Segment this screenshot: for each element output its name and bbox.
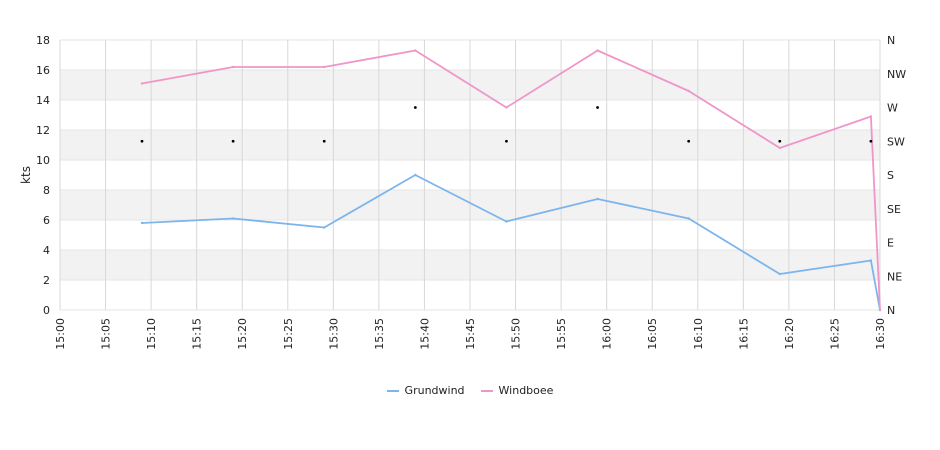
y-tick-label: 0 xyxy=(43,304,50,317)
x-tick-label: 15:05 xyxy=(100,318,113,350)
series-point-windboee xyxy=(414,49,417,52)
y-tick-label: 12 xyxy=(36,124,50,137)
series-point-windboee xyxy=(323,65,326,69)
series-point-grundwind xyxy=(323,226,326,229)
direction-marker xyxy=(413,106,417,109)
x-tick-label: 16:10 xyxy=(692,318,705,350)
series-point-grundwind xyxy=(687,217,690,220)
y-axis-title: kts xyxy=(19,166,33,184)
legend-swatch-windboee xyxy=(480,389,493,392)
direction-marker xyxy=(687,139,691,143)
direction-tick-label: SE xyxy=(887,203,901,216)
legend: Grundwind Windboee xyxy=(0,384,940,397)
legend-item-grundwind[interactable]: Grundwind xyxy=(386,384,465,397)
legend-label-grundwind: Grundwind xyxy=(404,384,465,397)
x-axis-ticks: 15:00 15:05 15:10 15:15 15:20 15:25 15:30 15:35… xyxy=(54,318,887,350)
direction-marker xyxy=(322,139,326,143)
x-tick-label: 16:05 xyxy=(646,318,659,350)
x-tick-label: 15:35 xyxy=(373,318,386,350)
direction-tick-label: E xyxy=(887,237,894,250)
direction-tick-label: NE xyxy=(887,270,902,283)
y-tick-label: 8 xyxy=(43,184,50,197)
series-point-windboee xyxy=(505,106,508,109)
series-layer xyxy=(140,49,882,312)
legend-swatch-grundwind xyxy=(386,389,399,392)
y-tick-label: 10 xyxy=(36,154,50,167)
direction-tick-label: N xyxy=(887,304,895,317)
series-point-windboee xyxy=(596,49,599,52)
direction-markers xyxy=(140,106,873,143)
series-point-grundwind xyxy=(778,272,781,276)
series-point-windboee xyxy=(231,65,235,69)
x-tick-label: 15:45 xyxy=(464,318,477,350)
series-point-windboee xyxy=(140,82,144,85)
direction-marker xyxy=(505,139,508,143)
series-point-windboee xyxy=(869,115,873,118)
x-tick-label: 16:00 xyxy=(601,318,614,350)
series-line-windboee xyxy=(141,49,881,311)
direction-marker xyxy=(869,139,873,143)
x-tick-label: 15:55 xyxy=(555,318,568,350)
series-point-grundwind xyxy=(231,217,235,220)
y-tick-label: 4 xyxy=(43,244,50,257)
direction-axis-ticks: N NE E SE S SW W NW N xyxy=(887,34,906,317)
x-tick-label: 16:20 xyxy=(783,318,796,350)
y-tick-label: 6 xyxy=(43,214,50,227)
direction-tick-label: S xyxy=(887,169,894,182)
direction-tick-label: N xyxy=(887,34,895,47)
series-point-grundwind xyxy=(869,259,873,262)
series-point-grundwind xyxy=(596,197,599,201)
y-axis-ticks: 0 2 4 6 8 10 12 14 16 18 xyxy=(36,34,50,317)
series-point-windboee xyxy=(878,308,882,312)
legend-item-windboee[interactable]: Windboee xyxy=(480,384,554,397)
x-tick-label: 16:30 xyxy=(874,318,887,350)
series-point-grundwind xyxy=(505,220,508,223)
direction-marker xyxy=(596,106,599,109)
direction-tick-label: NW xyxy=(887,68,906,81)
direction-marker xyxy=(231,139,235,143)
series-point-grundwind xyxy=(414,173,417,177)
legend-label-windboee: Windboee xyxy=(498,384,554,397)
y-tick-label: 2 xyxy=(43,274,50,287)
direction-tick-label: SW xyxy=(887,135,905,148)
y-tick-label: 18 xyxy=(36,34,50,47)
series-point-grundwind xyxy=(140,221,144,225)
x-tick-label: 16:25 xyxy=(828,318,841,350)
direction-marker xyxy=(140,139,144,143)
direction-marker xyxy=(778,139,782,143)
series-line-grundwind xyxy=(141,174,881,311)
direction-tick-label: W xyxy=(887,102,898,115)
y-tick-label: 14 xyxy=(36,94,50,107)
x-tick-label: 15:40 xyxy=(418,318,431,350)
x-tick-label: 16:15 xyxy=(737,318,750,350)
x-tick-label: 15:00 xyxy=(54,318,67,350)
series-point-windboee xyxy=(687,89,690,93)
y-tick-label: 16 xyxy=(36,64,50,77)
x-tick-label: 15:10 xyxy=(145,318,158,350)
x-tick-label: 15:50 xyxy=(510,318,523,350)
vertical-grid xyxy=(59,40,881,310)
x-tick-label: 15:25 xyxy=(282,318,295,350)
series-point-windboee xyxy=(778,146,781,150)
x-tick-label: 15:30 xyxy=(327,318,340,350)
x-tick-label: 15:20 xyxy=(236,318,249,350)
x-tick-label: 15:15 xyxy=(191,318,204,350)
